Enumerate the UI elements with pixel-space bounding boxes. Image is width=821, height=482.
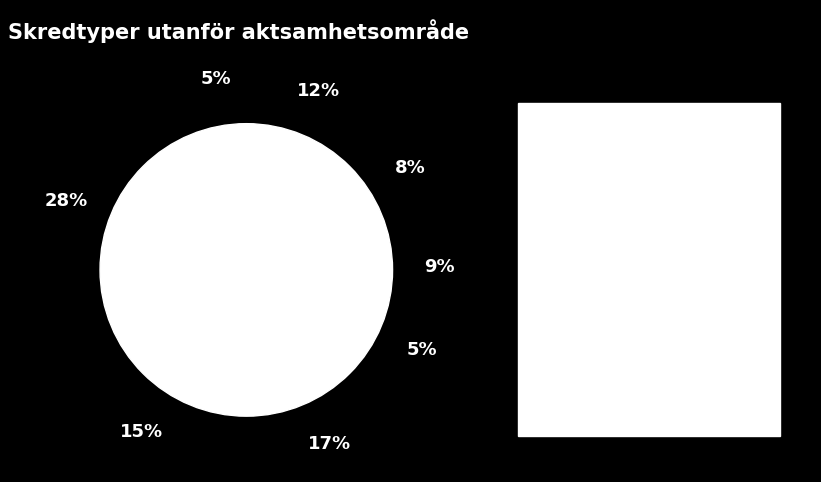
Text: 9%: 9% bbox=[424, 258, 455, 276]
Text: 15%: 15% bbox=[121, 423, 163, 442]
Text: 5%: 5% bbox=[406, 341, 438, 359]
FancyBboxPatch shape bbox=[517, 103, 780, 437]
Text: 8%: 8% bbox=[395, 159, 426, 177]
Text: 28%: 28% bbox=[44, 192, 88, 210]
Text: 12%: 12% bbox=[296, 81, 340, 100]
Text: 17%: 17% bbox=[308, 435, 351, 453]
Circle shape bbox=[100, 124, 392, 416]
Text: 5%: 5% bbox=[200, 70, 231, 88]
Text: Skredtyper utanför aktsamhetsområde: Skredtyper utanför aktsamhetsområde bbox=[8, 19, 470, 43]
